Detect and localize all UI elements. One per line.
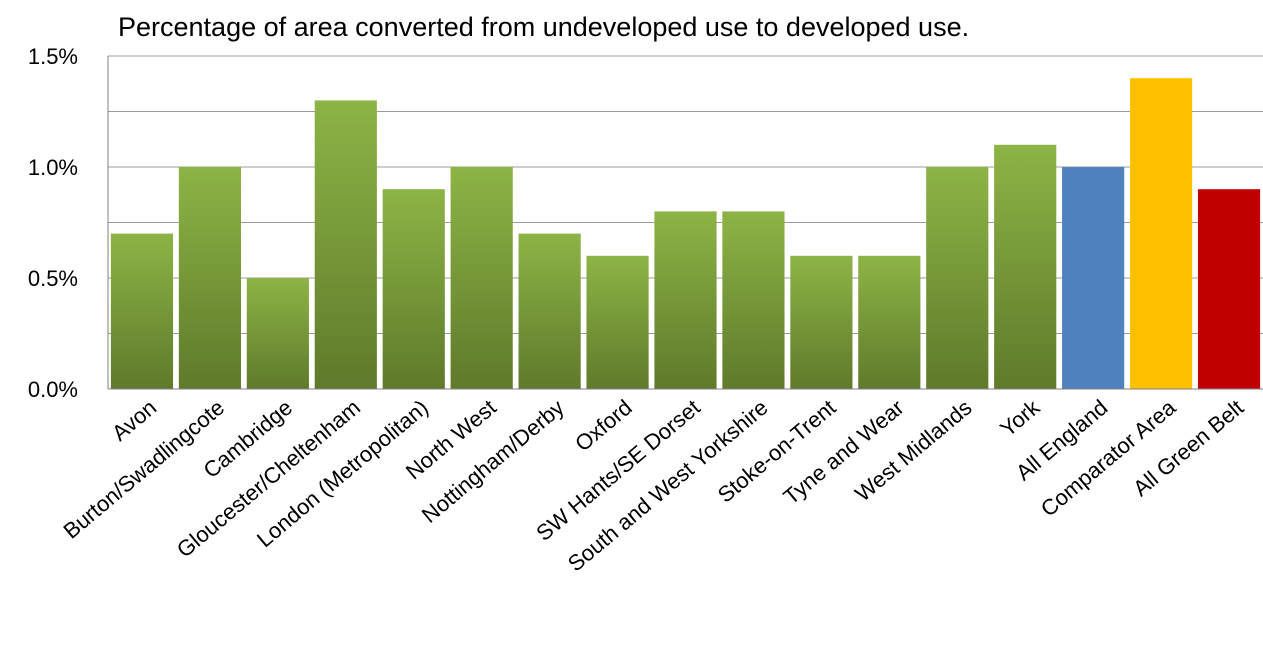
bars <box>110 78 1261 390</box>
bar <box>722 211 785 389</box>
bar <box>110 233 174 389</box>
y-tick-label: 1.0% <box>28 155 78 180</box>
y-tick-labels: 0.0% 0.5% 1.0% 1.5% <box>28 44 78 402</box>
chart-title: Percentage of area converted from undeve… <box>118 12 970 42</box>
bar <box>518 233 581 389</box>
bar <box>246 278 309 389</box>
y-tick-label: 0.5% <box>28 266 78 291</box>
y-tick-label: 1.5% <box>28 44 78 69</box>
x-category-labels: AvonBurton/SwadlingcoteCambridgeGloucest… <box>58 394 1248 576</box>
bar <box>1062 167 1125 389</box>
bar <box>1197 189 1261 389</box>
bar <box>178 167 241 389</box>
y-tick-label: 0.0% <box>28 377 78 402</box>
bar <box>926 167 989 389</box>
bar <box>382 189 445 389</box>
bar <box>314 100 377 390</box>
bar <box>1130 78 1193 389</box>
x-category-label: Tyne and Wear <box>778 395 908 510</box>
axes <box>107 56 1263 390</box>
bar <box>994 144 1057 389</box>
x-category-label: West Midlands <box>850 395 976 507</box>
bar <box>586 255 649 389</box>
bar <box>858 255 921 389</box>
x-category-label: Avon <box>107 395 161 446</box>
x-category-label: Stoke-on-Trent <box>713 395 841 508</box>
bar <box>654 211 717 389</box>
x-category-label: York <box>995 394 1045 442</box>
bar <box>790 255 853 389</box>
bar <box>450 167 513 389</box>
